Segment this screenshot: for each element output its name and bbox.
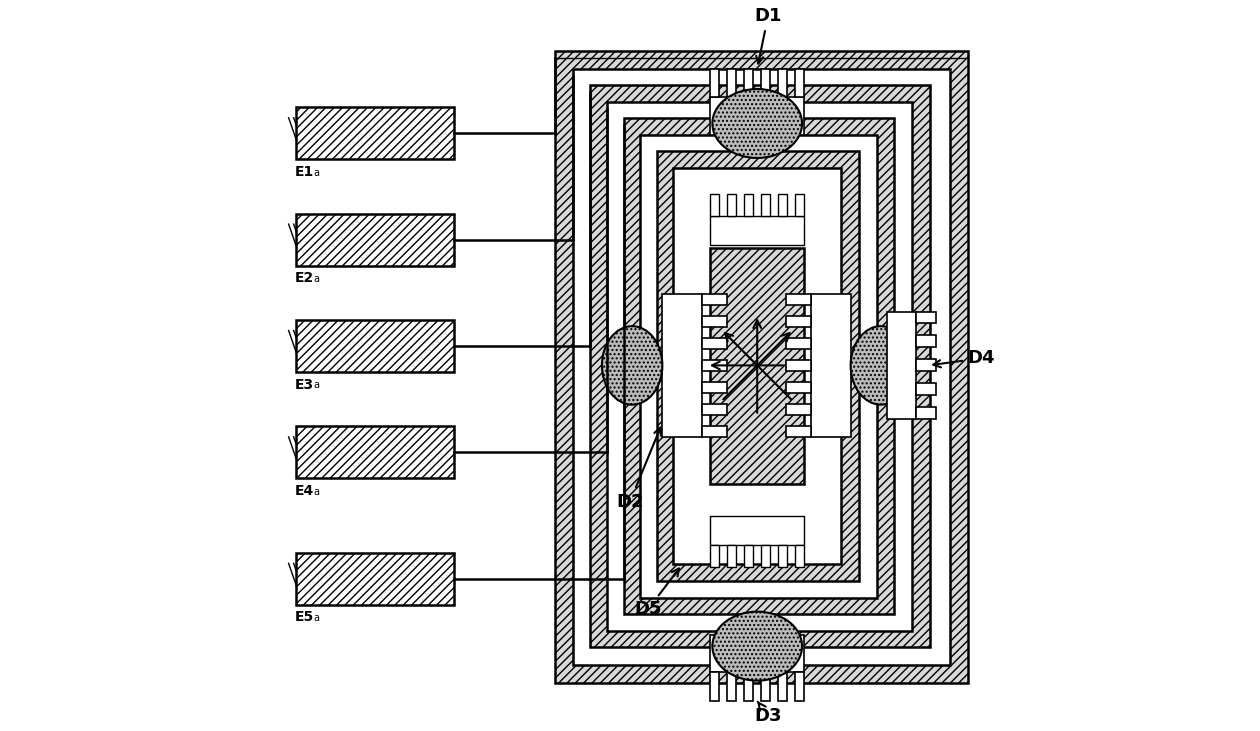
Bar: [711, 194, 719, 216]
Bar: [779, 545, 788, 567]
Bar: [711, 97, 804, 135]
Bar: [745, 545, 753, 567]
Bar: [702, 360, 727, 371]
Bar: [795, 545, 804, 567]
Bar: [702, 316, 727, 327]
Bar: [916, 383, 936, 395]
Text: E3: E3: [295, 378, 314, 392]
Bar: [702, 404, 727, 415]
Bar: [296, 426, 454, 478]
Bar: [727, 69, 736, 97]
Bar: [727, 545, 736, 567]
Bar: [296, 553, 454, 605]
Text: E4: E4: [295, 484, 314, 498]
Bar: [786, 294, 811, 305]
Bar: [916, 311, 936, 324]
Text: E5: E5: [295, 610, 314, 624]
Ellipse shape: [712, 612, 803, 681]
Bar: [296, 213, 454, 265]
Bar: [916, 336, 936, 347]
Bar: [761, 673, 770, 701]
Bar: [779, 673, 788, 701]
Bar: [745, 673, 753, 701]
Bar: [761, 545, 770, 567]
Bar: [640, 135, 877, 597]
Text: D4: D4: [934, 349, 995, 368]
Bar: [727, 194, 736, 216]
Bar: [795, 194, 804, 216]
Bar: [811, 294, 851, 437]
Text: D5: D5: [634, 569, 679, 618]
Text: a: a: [312, 381, 319, 390]
Bar: [702, 426, 727, 437]
Bar: [786, 360, 811, 371]
Bar: [786, 382, 811, 393]
Bar: [916, 360, 936, 371]
Bar: [296, 107, 454, 159]
Bar: [702, 294, 727, 305]
Bar: [727, 673, 736, 701]
Bar: [786, 316, 811, 327]
Text: a: a: [312, 274, 319, 284]
Bar: [795, 69, 804, 97]
Bar: [711, 249, 804, 484]
Bar: [786, 426, 811, 437]
Bar: [607, 102, 912, 631]
Bar: [711, 216, 804, 245]
Bar: [572, 69, 950, 665]
Bar: [711, 545, 719, 567]
Bar: [673, 167, 840, 564]
Bar: [916, 407, 936, 420]
Text: D2: D2: [616, 428, 662, 511]
Bar: [745, 194, 753, 216]
Bar: [711, 673, 719, 701]
Text: a: a: [312, 613, 319, 624]
Bar: [702, 382, 727, 393]
Text: D3: D3: [755, 702, 781, 725]
Bar: [786, 404, 811, 415]
Bar: [761, 69, 770, 97]
Bar: [296, 320, 454, 372]
Bar: [761, 194, 770, 216]
Text: E2: E2: [295, 271, 314, 285]
Bar: [702, 338, 727, 349]
Text: E1: E1: [295, 165, 314, 179]
Bar: [591, 85, 930, 647]
Bar: [554, 50, 968, 683]
Ellipse shape: [850, 326, 911, 405]
Bar: [779, 194, 788, 216]
Bar: [711, 69, 719, 97]
Ellipse shape: [602, 326, 663, 405]
Ellipse shape: [712, 89, 803, 158]
Text: a: a: [312, 487, 319, 497]
Bar: [711, 635, 804, 673]
Bar: [656, 151, 858, 581]
Bar: [779, 69, 788, 97]
Bar: [624, 118, 895, 614]
Bar: [745, 69, 753, 97]
Bar: [711, 516, 804, 545]
Bar: [887, 311, 916, 420]
Text: a: a: [312, 167, 319, 178]
Bar: [663, 294, 702, 437]
Bar: [786, 338, 811, 349]
Bar: [795, 673, 804, 701]
Text: D1: D1: [755, 7, 781, 64]
